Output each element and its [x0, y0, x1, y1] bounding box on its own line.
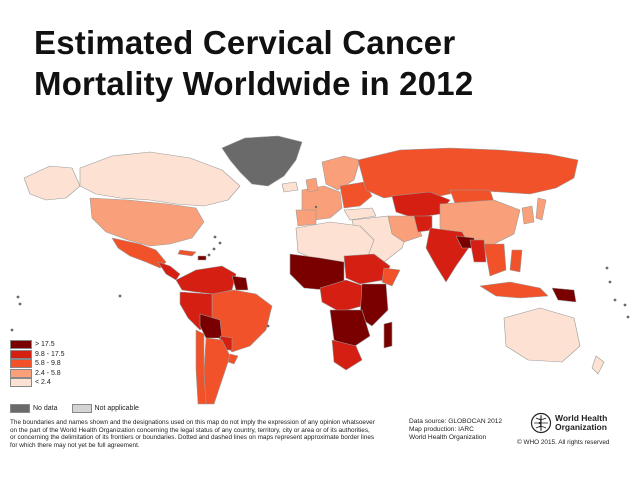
- legend-swatch-4: [10, 368, 32, 378]
- legend-item: > 17.5: [10, 340, 65, 350]
- who-logo: World Health Organization: [530, 412, 607, 434]
- disclaimer-line: on the part of the World Health Organiza…: [10, 426, 370, 434]
- region-indochina: [483, 243, 507, 277]
- region-indonesia: [479, 281, 549, 299]
- region-guianas: [231, 275, 249, 291]
- legend-label-4: 2.4 - 5.8: [35, 369, 61, 377]
- region-korea-japan: [521, 205, 535, 225]
- region-alaska: [23, 165, 81, 201]
- region-greenland: [221, 135, 303, 187]
- who-line-1: World Health: [555, 412, 608, 423]
- data-source: Data source: GLOBOCAN 2012 Map productio…: [409, 418, 502, 441]
- title-line-2: Mortality Worldwide in 2012: [34, 65, 474, 102]
- region-new-zealand: [591, 355, 605, 375]
- region-central-america: [157, 261, 181, 281]
- world-map: [10, 135, 630, 405]
- region-mexico: [111, 237, 167, 269]
- region-southern-central-africa: [329, 309, 371, 349]
- legend-swatch-3: [10, 359, 32, 369]
- region-japan: [535, 197, 547, 221]
- legend-item: 9.8 - 17.5: [10, 349, 65, 360]
- legend-swatch-5: [10, 378, 32, 388]
- region-chile: [195, 329, 207, 405]
- source-line: World Health Organization: [409, 433, 487, 441]
- map-legend: > 17.5 9.8 - 17.5 5.8 - 9.8 2.4 - 5.8 < …: [10, 340, 65, 388]
- region-eastern-europe: [339, 181, 373, 209]
- legend-label-1: > 17.5: [35, 341, 55, 349]
- legend-label-3: 5.8 - 9.8: [35, 360, 61, 368]
- region-turkey: [343, 207, 377, 221]
- who-line-2: Organization: [555, 422, 607, 432]
- disclaimer-line: for which there may not yet be full agre…: [10, 441, 140, 449]
- region-cuba: [177, 249, 197, 257]
- region-argentina: [203, 337, 231, 405]
- not-applicable-label: Not applicable: [94, 405, 139, 412]
- region-india: [425, 227, 471, 283]
- legend-label-2: 9.8 - 17.5: [35, 350, 65, 358]
- map-disclaimer: The boundaries and names shown and the d…: [10, 419, 395, 449]
- who-name: World Health Organization: [555, 412, 608, 433]
- region-scandinavia: [321, 155, 361, 191]
- copyright: © WHO 2015. All rights reserved: [517, 439, 610, 446]
- region-iceland: [281, 181, 299, 193]
- map-title: Estimated Cervical Cancer Mortality Worl…: [34, 22, 594, 104]
- disclaimer-line: or concerning the delimitation of its fr…: [10, 434, 375, 442]
- region-uk: [305, 177, 319, 193]
- source-line: Map production: IARC: [409, 425, 474, 433]
- region-iran: [387, 215, 423, 243]
- region-bolivia: [199, 313, 223, 339]
- region-horn-africa: [381, 267, 401, 287]
- not-applicable-swatch: [71, 404, 92, 413]
- region-australia: [503, 307, 581, 363]
- island-markers: [10, 205, 630, 332]
- who-emblem-icon: [530, 412, 552, 434]
- legend-label-5: < 2.4: [35, 379, 51, 387]
- legend-swatch-2: [10, 349, 32, 359]
- region-uruguay: [227, 353, 239, 365]
- legend-item: < 2.4: [10, 378, 65, 388]
- region-usa: [89, 197, 205, 247]
- source-line: Data source: GLOBOCAN 2012: [409, 418, 503, 425]
- no-data-swatch: [10, 404, 30, 413]
- region-canada: [79, 151, 241, 207]
- no-data-label: No data: [33, 405, 58, 412]
- region-madagascar: [383, 321, 393, 349]
- title-line-1: Estimated Cervical Cancer: [34, 24, 456, 61]
- region-papua-new-guinea: [551, 287, 577, 303]
- region-colombia-venezuela: [175, 265, 237, 295]
- legend-swatch-1: [10, 340, 32, 350]
- legend-item: 5.8 - 9.8: [10, 359, 65, 369]
- region-myanmar: [469, 239, 487, 263]
- region-philippines: [509, 249, 523, 273]
- region-haiti: [197, 255, 207, 261]
- disclaimer-line: The boundaries and names shown and the d…: [10, 419, 375, 426]
- legend-extra: No data Not applicable: [10, 404, 139, 413]
- region-iberia: [295, 209, 317, 227]
- legend-item: 2.4 - 5.8: [10, 368, 65, 379]
- region-south-africa: [331, 339, 363, 371]
